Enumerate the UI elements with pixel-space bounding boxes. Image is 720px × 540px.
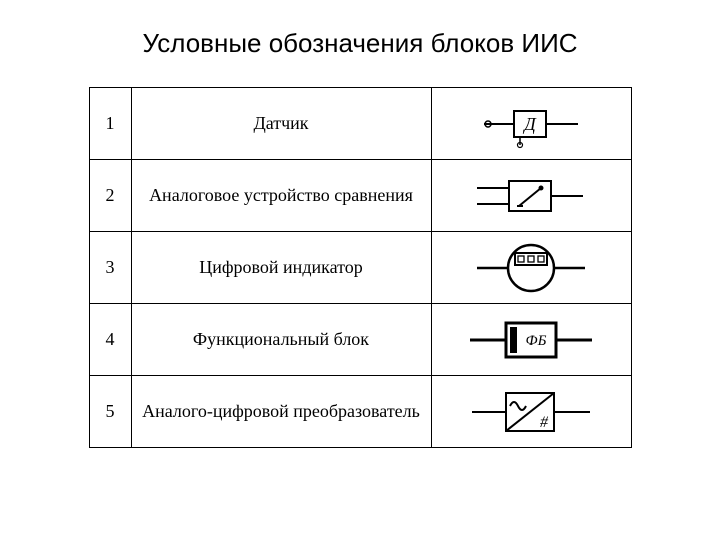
- table-row: 3 Цифровой индикатор: [89, 232, 631, 304]
- row-symbol-cell: #: [431, 376, 631, 448]
- symbol-function-block: ФБ: [440, 310, 623, 369]
- row-name: Функциональный блок: [131, 304, 431, 376]
- page: Условные обозначения блоков ИИС 1 Датчик…: [0, 0, 720, 540]
- table-row: 1 Датчик Д: [89, 88, 631, 160]
- row-name: Аналоговое устройство сравнения: [131, 160, 431, 232]
- row-number: 3: [89, 232, 131, 304]
- row-number: 1: [89, 88, 131, 160]
- row-name: Цифровой индикатор: [131, 232, 431, 304]
- page-title: Условные обозначения блоков ИИС: [0, 28, 720, 59]
- table-row: 5 Аналого-цифровой преобразователь #: [89, 376, 631, 448]
- row-number: 5: [89, 376, 131, 448]
- row-name: Датчик: [131, 88, 431, 160]
- row-symbol-cell: ФБ: [431, 304, 631, 376]
- function-block-label: ФБ: [526, 333, 547, 349]
- row-symbol-cell: [431, 160, 631, 232]
- adc-digital-mark: #: [540, 414, 549, 431]
- symbol-digital-indicator: [440, 238, 623, 297]
- symbol-adc: #: [440, 382, 623, 441]
- sensor-letter: Д: [522, 114, 537, 134]
- table-row: 2 Аналоговое устройство сравнения: [89, 160, 631, 232]
- blocks-table: 1 Датчик Д: [89, 87, 632, 448]
- row-number: 4: [89, 304, 131, 376]
- row-symbol-cell: Д: [431, 88, 631, 160]
- row-name: Аналого-цифровой преобразователь: [131, 376, 431, 448]
- symbol-sensor: Д: [440, 94, 623, 153]
- symbol-comparator: [440, 166, 623, 225]
- table-row: 4 Функциональный блок ФБ: [89, 304, 631, 376]
- row-number: 2: [89, 160, 131, 232]
- row-symbol-cell: [431, 232, 631, 304]
